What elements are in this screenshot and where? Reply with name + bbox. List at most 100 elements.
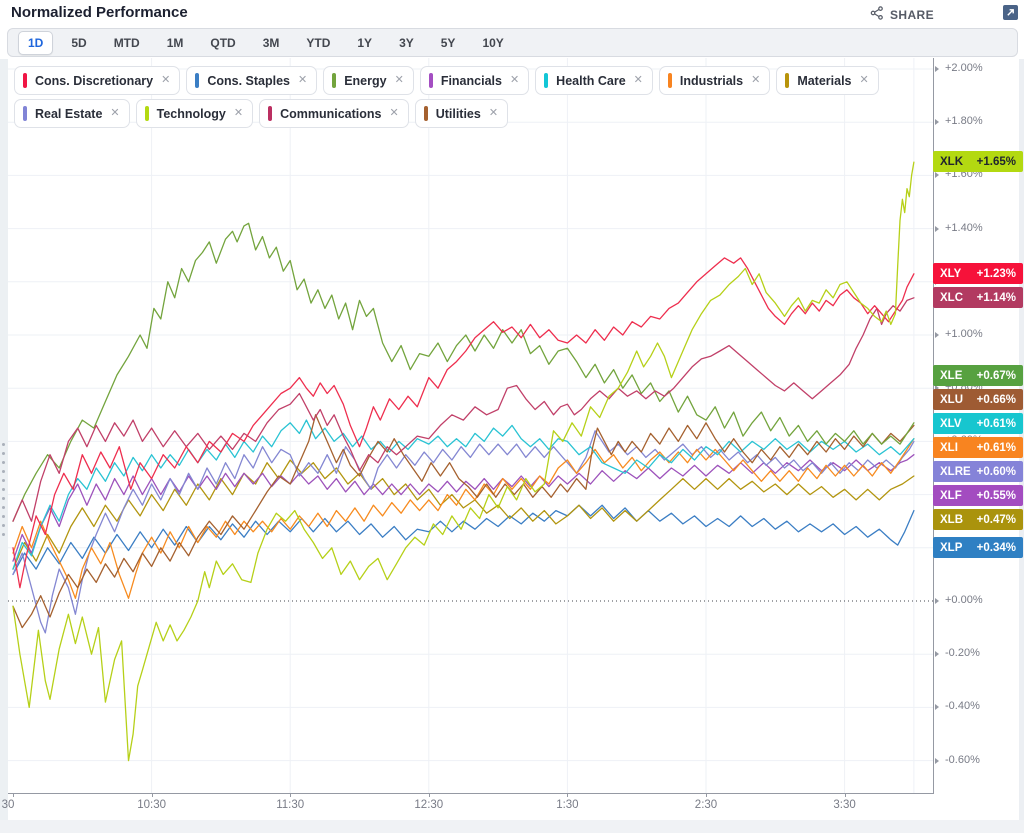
chip-health-care[interactable]: Health Care ✕ — [535, 66, 653, 95]
ticker-change-value: +1.14% — [976, 291, 1016, 304]
share-label: SHARE — [889, 7, 934, 22]
share-icon — [870, 6, 884, 23]
price-axis-tick — [935, 704, 939, 711]
time-axis-label: 12:30 — [414, 799, 444, 811]
chip-color-bar — [785, 73, 790, 88]
chip-close-icon[interactable]: ✕ — [389, 107, 399, 119]
chip-close-icon[interactable]: ✕ — [110, 107, 120, 119]
chip-close-icon[interactable]: ✕ — [233, 107, 244, 119]
chip-real-estate[interactable]: Real Estate ✕ — [14, 99, 130, 128]
ticker-symbol: XLK — [940, 155, 963, 168]
chip-color-bar — [332, 73, 337, 88]
price-axis-tick — [935, 66, 939, 72]
chip-industrials[interactable]: Industrials ✕ — [658, 66, 771, 95]
chip-communications[interactable]: Communications ✕ — [259, 99, 409, 128]
price-axis-label: +1.80% — [945, 115, 983, 128]
series-line-xlk[interactable] — [12, 161, 915, 762]
series-line-xle[interactable] — [12, 222, 915, 522]
page-title: Normalized Performance — [11, 4, 188, 21]
chip-close-icon[interactable]: ✕ — [161, 74, 171, 86]
tab-5y[interactable]: 5Y — [440, 35, 456, 50]
price-axis-tick — [935, 225, 939, 232]
ticker-symbol: XLRE — [940, 465, 971, 478]
series-line-xlv[interactable] — [12, 419, 915, 570]
series-line-xlc[interactable] — [12, 297, 915, 522]
chip-label: Industrials — [679, 73, 744, 88]
time-axis-line[interactable] — [8, 793, 934, 794]
ticker-change-value: +1.65% — [976, 155, 1016, 168]
tab-1d[interactable]: 1D — [18, 30, 54, 55]
price-axis-label: -0.20% — [945, 647, 980, 660]
tab-1m[interactable]: 1M — [166, 35, 184, 50]
chip-close-icon[interactable]: ✕ — [633, 74, 643, 86]
chip-label: Utilities — [435, 106, 481, 121]
tab-qtd[interactable]: QTD — [210, 35, 236, 50]
chip-label: Cons. Staples — [207, 73, 290, 88]
price-axis-label: +1.60% — [945, 168, 983, 181]
time-axis-tick — [706, 793, 707, 797]
chip-label: Communications — [280, 106, 382, 121]
series-line-xlu[interactable] — [12, 414, 915, 629]
chip-financials[interactable]: Financials ✕ — [419, 66, 530, 95]
bottom-strip — [0, 820, 1024, 833]
chart-plot[interactable] — [0, 58, 933, 794]
price-axis-tick — [935, 119, 939, 126]
chip-label: Real Estate — [35, 106, 103, 121]
ticker-change-value: +0.60% — [976, 465, 1016, 478]
tab-ytd[interactable]: YTD — [306, 35, 331, 50]
tab-10y[interactable]: 10Y — [482, 35, 504, 50]
chip-label: Financials — [440, 73, 502, 88]
series-line-xly[interactable] — [12, 257, 915, 589]
price-axis-tick — [935, 172, 939, 179]
ticker-symbol: XLV — [940, 417, 962, 430]
price-axis-label: +1.00% — [945, 328, 983, 340]
tab-3y[interactable]: 3Y — [399, 35, 414, 50]
tab-mtd[interactable]: MTD — [113, 35, 140, 50]
price-axis-line[interactable] — [933, 58, 934, 794]
price-axis-label: +0.80% — [945, 381, 983, 394]
series-line-xlp[interactable] — [12, 504, 915, 576]
tab-3m[interactable]: 3M — [262, 35, 280, 50]
chip-label: Cons. Discretionary — [35, 73, 154, 88]
time-axis-tick — [567, 793, 569, 797]
price-axis-tick — [935, 385, 939, 392]
chip-close-icon[interactable]: ✕ — [859, 74, 869, 86]
chip-color-bar — [423, 106, 428, 121]
series-line-xli[interactable] — [12, 438, 915, 599]
widget-header: Normalized Performance SHARE — [0, 0, 1024, 28]
chip-close-icon[interactable]: ✕ — [488, 107, 499, 119]
chip-close-icon[interactable]: ✕ — [394, 74, 404, 86]
chip-close-icon[interactable]: ✕ — [509, 74, 520, 86]
chip-close-icon[interactable]: ✕ — [751, 74, 761, 86]
price-axis-label: +0.00% — [945, 594, 983, 606]
left-gutter — [0, 59, 8, 820]
chip-materials[interactable]: Materials ✕ — [776, 66, 879, 95]
external-link-button[interactable] — [1003, 5, 1018, 20]
panel-drag-handle-icon[interactable] — [2, 443, 7, 543]
share-button[interactable]: SHARE — [870, 6, 934, 23]
ticker-symbol: XLB — [940, 513, 963, 526]
time-axis-label: 2:30 — [694, 799, 718, 811]
chip-technology[interactable]: Technology ✕ — [135, 99, 254, 128]
chip-cons-discretionary[interactable]: Cons. Discretionary ✕ — [14, 66, 181, 95]
time-axis-label: 10:30 — [137, 799, 166, 811]
chip-color-bar — [428, 73, 433, 88]
price-label-xlre: XLRE +0.60% — [933, 461, 1023, 482]
price-axis-label: -0.40% — [945, 700, 980, 713]
series-line-xlf[interactable] — [12, 454, 915, 562]
series-line-xlb[interactable] — [12, 459, 915, 570]
chip-color-bar — [23, 106, 27, 121]
tab-1y[interactable]: 1Y — [357, 35, 373, 50]
series-line-xlre[interactable] — [12, 430, 915, 634]
symbol-chips: Cons. Discretionary ✕ Cons. Staples ✕ Energy… — [14, 66, 879, 128]
tab-5d[interactable]: 5D — [71, 35, 87, 50]
price-label-xlc: XLC +1.14% — [933, 287, 1023, 308]
chip-cons-staples[interactable]: Cons. Staples ✕ — [186, 66, 318, 95]
chip-close-icon[interactable]: ✕ — [297, 74, 308, 86]
ticker-symbol: XLE — [940, 369, 963, 382]
chip-utilities[interactable]: Utilities ✕ — [414, 99, 509, 128]
time-axis-label: 30 — [1, 799, 15, 811]
chip-energy[interactable]: Energy ✕ — [323, 66, 414, 95]
chip-color-bar — [268, 106, 273, 121]
